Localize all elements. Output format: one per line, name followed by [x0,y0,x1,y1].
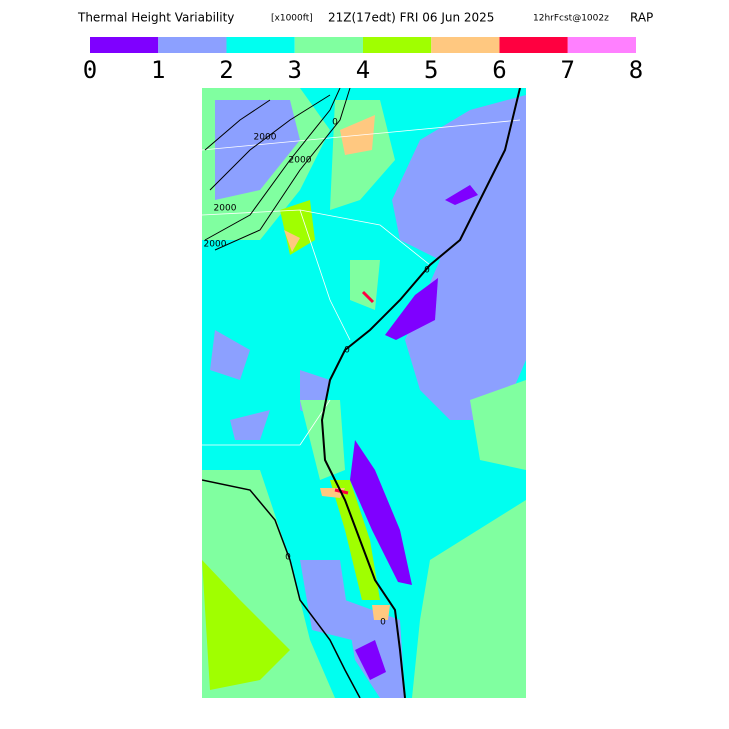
field-area [350,440,412,585]
tick-label: 8 [629,56,643,84]
color-segment [90,37,159,53]
field-area [210,330,250,380]
colorbar: 0 1 2 3 4 5 6 7 8 [83,37,643,84]
field-area [284,230,300,252]
contour-label: 0 [332,118,338,128]
state-border [299,209,351,341]
contour-label: 0 [285,553,291,563]
tick-label: 0 [83,56,97,84]
field-area [445,185,478,205]
color-segment [431,37,500,53]
contour-label: 2000 [214,204,237,214]
model: RAP [630,11,653,25]
color-segment [226,37,295,53]
tick-label: 5 [424,56,438,84]
field-area [215,100,300,200]
field: 2000 2000 2000 2000 0 0 0 0 0 [202,88,526,698]
state-border [202,119,521,151]
units: [x1000ft] [271,14,313,24]
tick-label: 1 [151,56,165,84]
contour-label: 2000 [254,133,277,143]
color-segment [567,37,636,53]
coastline [202,479,361,698]
color-segment [158,37,227,53]
tick-label: 3 [288,56,302,84]
contour-label: 2000 [204,240,227,250]
color-segment [499,37,568,53]
contour [209,94,331,191]
color-segment [363,37,432,53]
color-segment [294,37,363,53]
contour-label: 0 [344,346,350,356]
field-area [300,560,352,640]
field-area [412,500,526,698]
tick-label: 7 [561,56,575,84]
field-area [230,410,270,440]
contour-label: 0 [380,618,386,628]
contour [204,88,341,241]
map: 2000 2000 2000 2000 0 0 0 0 0 [202,88,526,698]
forecast: 12hrFcst@1002z [533,14,609,24]
field-area [355,640,386,680]
title: Thermal Height Variability [77,11,234,25]
state-border [202,209,431,266]
valid-time: 21Z(17edt) FRI 06 Jun 2025 [328,11,494,25]
coastline [320,88,521,698]
field-area [361,290,375,304]
field-area [330,480,380,600]
contour-label: 0 [424,266,430,276]
contour-label: 2000 [289,156,312,166]
contour [204,99,271,151]
field-area [470,380,526,470]
field-area [350,260,380,310]
tick-label: 6 [492,56,506,84]
tick-label: 2 [219,56,233,84]
contour [214,88,351,251]
field-area [385,278,438,340]
tick-label: 4 [356,56,370,84]
field-area [372,605,390,620]
field-area [202,560,290,690]
